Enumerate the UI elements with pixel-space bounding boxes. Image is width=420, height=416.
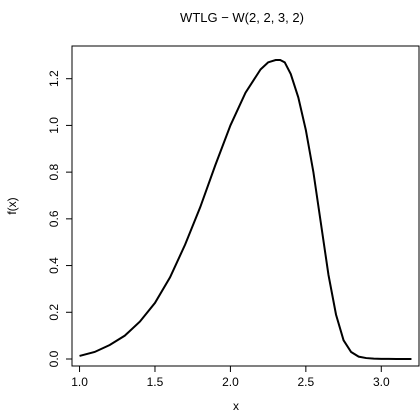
chart-title: WTLG − W(2, 2, 3, 2) — [180, 10, 304, 25]
density-curve — [79, 59, 412, 360]
x-tick-label: 2.5 — [298, 375, 315, 389]
x-tick-label: 1.0 — [71, 375, 88, 389]
x-axis: 1.0 1.5 2.0 2.5 3.0 — [71, 365, 390, 389]
y-tick-label: 0.2 — [47, 304, 61, 321]
y-axis: 0.0 0.2 0.4 0.6 0.8 1.0 1.2 — [47, 70, 73, 367]
x-tick-label: 3.0 — [373, 375, 390, 389]
y-tick-label: 0.8 — [47, 163, 61, 180]
y-tick-label: 0.0 — [47, 350, 61, 367]
y-tick-label: 0.6 — [47, 210, 61, 227]
y-axis-label: f(x) — [5, 197, 19, 214]
x-tick-label: 2.0 — [222, 375, 239, 389]
x-tick-label: 1.5 — [147, 375, 164, 389]
x-axis-label: x — [233, 399, 239, 413]
y-tick-label: 1.2 — [47, 70, 61, 87]
y-tick-label: 1.0 — [47, 117, 61, 134]
y-tick-label: 0.4 — [47, 257, 61, 274]
